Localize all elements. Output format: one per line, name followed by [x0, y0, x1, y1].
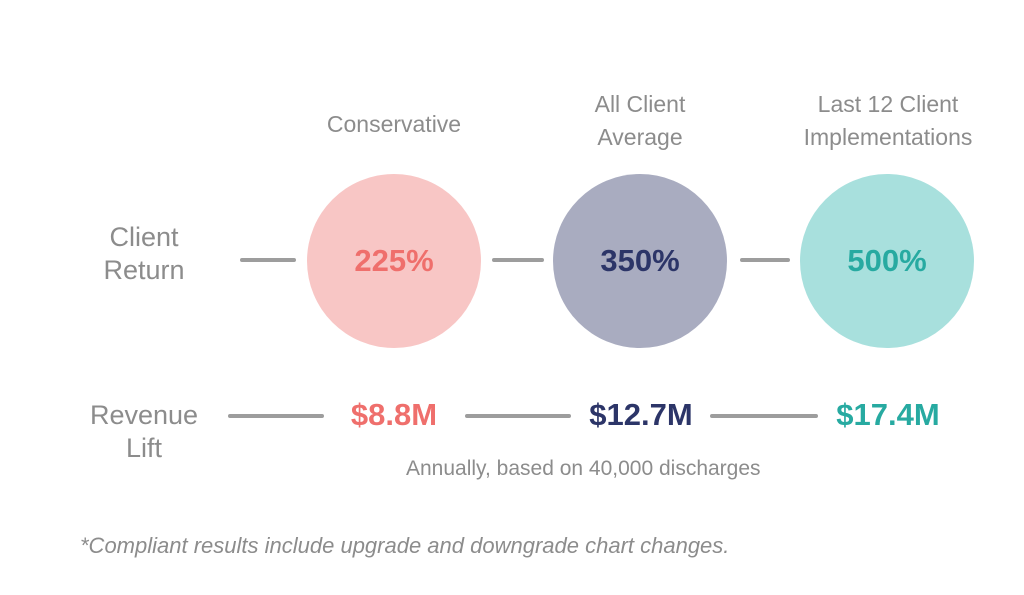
return-last-12-client: 500% — [847, 243, 927, 278]
connector-return-0 — [240, 258, 296, 262]
header-last-12-client-line2: Implementations — [803, 124, 973, 150]
header-last-12-client: Last 12 Client Implementations — [768, 88, 1008, 154]
circle-conservative: 225% — [307, 174, 481, 348]
row-label-revenue-lift-line1: Revenue — [89, 400, 199, 430]
row-label-revenue-lift-line2: Lift — [125, 433, 163, 463]
header-all-client-average-line2: Average — [597, 124, 683, 150]
circle-last-12-client: 500% — [800, 174, 974, 348]
compliance-footnote: *Compliant results include upgrade and d… — [80, 533, 730, 558]
header-all-client-average-line1: All Client — [594, 91, 686, 117]
row-label-client-return-line2: Return — [103, 255, 185, 285]
annual-basis-note: Annually, based on 40,000 discharges — [406, 457, 761, 480]
connector-revenue-2 — [710, 414, 818, 418]
row-label-revenue-lift: Revenue Lift — [64, 399, 224, 465]
header-last-12-client-line1: Last 12 Client — [817, 91, 959, 117]
revenue-all-client-average: $12.7M — [589, 397, 693, 432]
revenue-conservative: $8.8M — [350, 397, 438, 432]
row-label-client-return: Client Return — [64, 221, 224, 287]
header-conservative-line1: Conservative — [326, 111, 462, 137]
row-label-client-return-line1: Client — [109, 222, 179, 252]
return-all-client-average: 350% — [600, 243, 680, 278]
header-all-client-average: All Client Average — [520, 88, 760, 154]
connector-return-2 — [740, 258, 790, 262]
header-conservative: Conservative — [274, 108, 514, 141]
return-conservative: 225% — [354, 243, 434, 278]
connector-revenue-0 — [228, 414, 324, 418]
circle-all-client-average: 350% — [553, 174, 727, 348]
revenue-last-12-client: $17.4M — [836, 397, 940, 432]
connector-revenue-1 — [465, 414, 571, 418]
connector-return-1 — [492, 258, 544, 262]
